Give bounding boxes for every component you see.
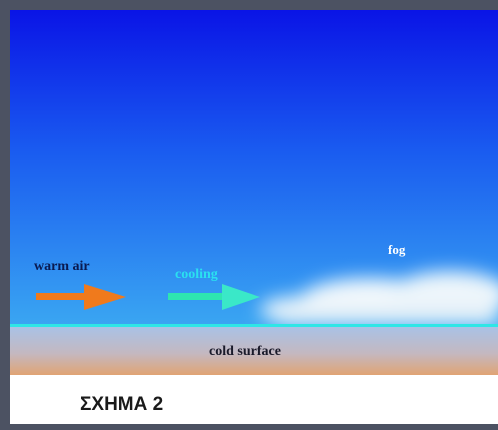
- caption: ΣΧΗΜΑ 2: [80, 394, 163, 415]
- warm-air-label: warm air: [34, 259, 90, 274]
- surface-line: [10, 324, 498, 327]
- diagram: warm air cooling fog cold surface ΣΧΗΜΑ …: [0, 0, 498, 430]
- cooling-label: cooling: [175, 267, 218, 282]
- cold-surface-label: cold surface: [209, 344, 281, 359]
- fog-label: fog: [388, 242, 406, 257]
